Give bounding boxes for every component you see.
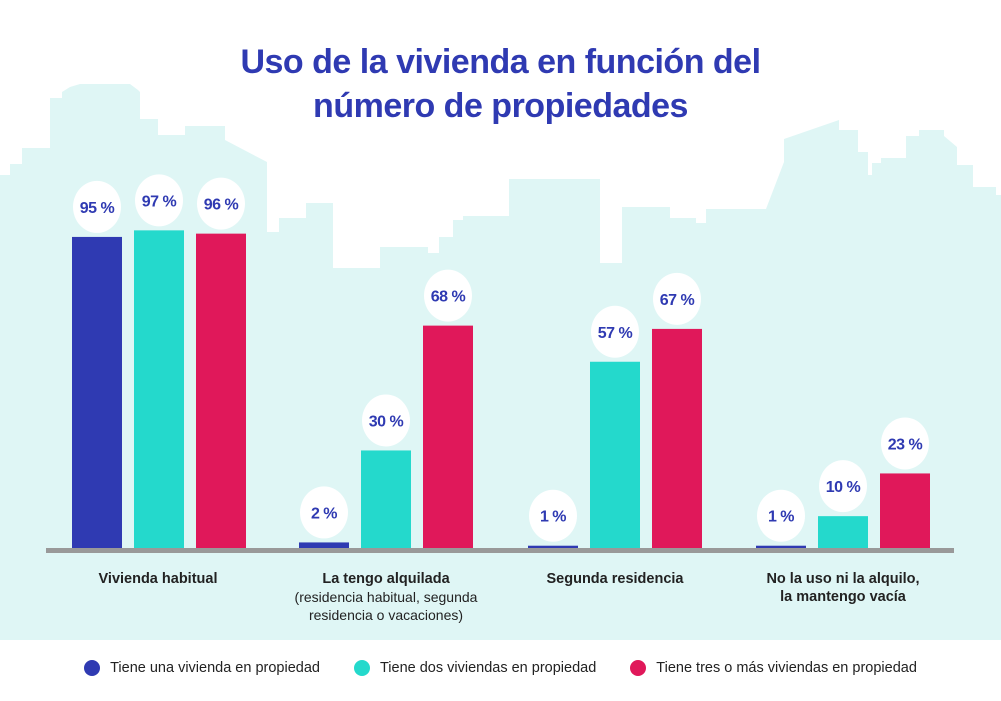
data-label-bubble xyxy=(135,174,183,227)
bar xyxy=(72,236,122,550)
category-label-0: Vivienda habitual xyxy=(43,570,273,588)
category-label-sub: residencia o vacaciones) xyxy=(308,607,464,623)
data-label: 1 % xyxy=(768,509,794,526)
data-label-bubble xyxy=(653,272,701,325)
bar xyxy=(590,361,640,549)
chart-title-line-1: Uso de la vivienda en función del xyxy=(240,43,761,81)
bar xyxy=(756,545,806,549)
bar xyxy=(361,450,411,549)
category-label-2: Segunda residencia xyxy=(500,570,730,588)
legend-label: Tiene una vivienda en propiedad xyxy=(110,660,320,676)
data-label: 67 % xyxy=(660,292,695,309)
category-label-3: No la uso ni la alquilo, la mantengo vac… xyxy=(728,570,958,606)
bar xyxy=(818,516,868,549)
data-label: 57 % xyxy=(598,325,633,342)
legend-dot-icon xyxy=(630,660,647,676)
bar xyxy=(423,325,473,549)
data-label: 1 % xyxy=(540,509,566,526)
chart-title: Uso de la vivienda en función del número… xyxy=(0,40,1001,128)
category-label-main-2: la mantengo vacía xyxy=(780,589,906,605)
legend: Tiene una vivienda en propiedad Tiene do… xyxy=(0,660,1001,676)
data-label-bubble xyxy=(362,394,410,447)
data-label-bubble xyxy=(424,269,472,322)
bar xyxy=(299,542,349,549)
data-label: 10 % xyxy=(826,479,861,496)
data-label: 97 % xyxy=(142,193,177,210)
data-label: 30 % xyxy=(369,413,404,430)
bar xyxy=(652,328,702,549)
data-label: 95 % xyxy=(80,200,115,217)
bar xyxy=(134,230,184,550)
legend-label: Tiene tres o más viviendas en propiedad xyxy=(656,660,917,676)
chart-title-line-2: número de propiedades xyxy=(313,87,688,125)
legend-dot-icon xyxy=(84,660,101,676)
category-label-main: La tengo alquilada xyxy=(322,571,450,587)
data-label-bubble xyxy=(591,305,639,358)
data-label: 68 % xyxy=(431,289,466,306)
data-label-bubble xyxy=(73,180,121,233)
legend-dot-icon xyxy=(353,660,370,676)
data-label-bubble xyxy=(819,460,867,513)
legend-item-one-home: Tiene una vivienda en propiedad xyxy=(84,660,320,676)
bar xyxy=(880,473,930,549)
data-label-bubble xyxy=(300,486,348,539)
category-label-main: No la uso ni la alquilo, xyxy=(766,571,920,587)
category-label-main: Segunda residencia xyxy=(546,571,684,587)
legend-item-three-plus-homes: Tiene tres o más viviendas en propiedad xyxy=(630,660,917,676)
bar xyxy=(528,545,578,549)
x-axis-line xyxy=(46,548,954,553)
legend-item-two-homes: Tiene dos viviendas en propiedad xyxy=(353,660,597,676)
data-label-bubble xyxy=(529,489,577,542)
data-label: 96 % xyxy=(204,197,239,214)
category-label-main: Vivienda habitual xyxy=(98,571,218,587)
data-label: 23 % xyxy=(888,436,923,453)
data-label: 2 % xyxy=(311,505,337,522)
legend-label: Tiene dos viviendas en propiedad xyxy=(379,660,597,676)
data-label-bubble xyxy=(197,177,245,230)
data-label-bubble xyxy=(757,489,805,542)
bar xyxy=(196,233,246,549)
category-label-1: La tengo alquilada (residencia habitual,… xyxy=(271,570,501,624)
data-label-bubble xyxy=(881,417,929,470)
category-label-sub: (residencia habitual, segunda xyxy=(294,589,478,605)
